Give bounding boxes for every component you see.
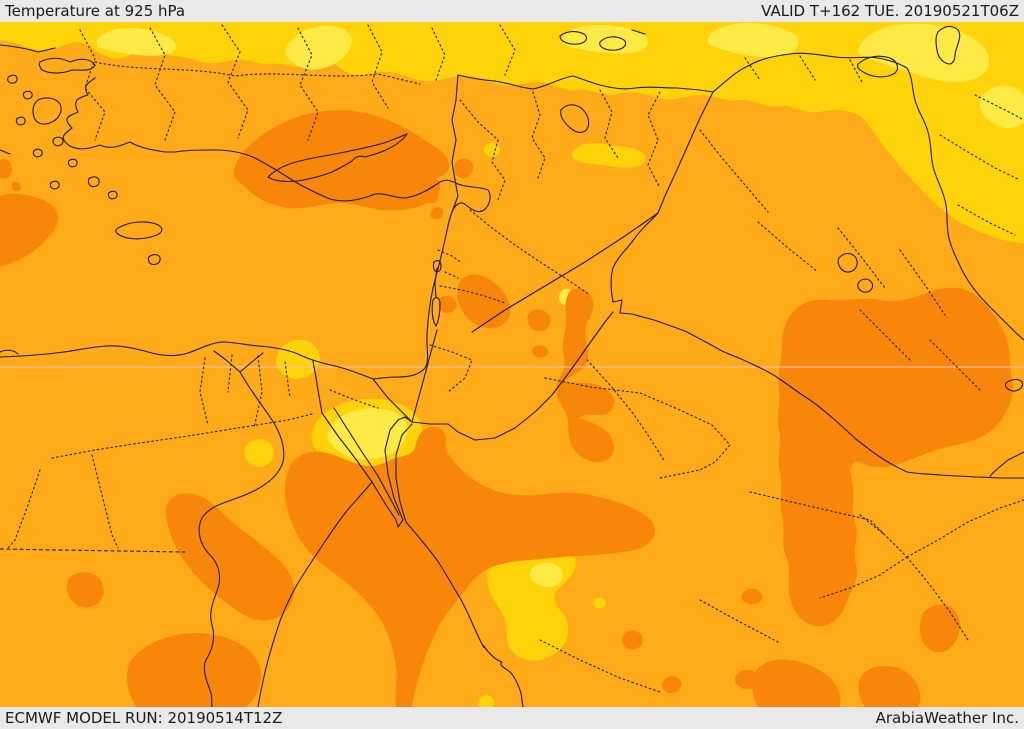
nile-delta-branches — [213, 350, 264, 373]
warm-spot-nw-syria-1 — [425, 190, 438, 204]
warm-spot-west-egypt — [66, 572, 104, 608]
jordan-iraq-border — [471, 212, 659, 333]
warm-spot-east-of-cyprus — [454, 158, 474, 179]
gold-north-band — [0, 22, 1024, 243]
header-bar: Temperature at 925 hPa VALID T+162 TUE. … — [0, 0, 1024, 22]
warm-spot-south-jordan — [532, 345, 549, 358]
lake-tharthar — [837, 252, 874, 293]
egypt-red-sea-coast — [257, 481, 373, 707]
valid-time-label: VALID T+162 TUE. 20190521T06Z — [761, 2, 1019, 20]
suez-canal — [312, 360, 323, 414]
bright-core-east-turkey — [562, 25, 648, 54]
bright-core-caucasus — [857, 23, 990, 83]
warm-spot-bottom-1 — [622, 630, 643, 650]
model-run-label: ECMWF MODEL RUN: 20190514T12Z — [5, 709, 283, 727]
bright-core-ne-turkey — [708, 23, 799, 58]
egypt-sudan-border — [0, 548, 186, 553]
bright-core-nw-turkey — [97, 28, 176, 56]
administrative-dotted-boundaries — [0, 24, 1024, 693]
warm-spot-left-edge-2 — [12, 181, 21, 192]
warm-red-sea-blob — [284, 426, 655, 707]
lake-assad — [560, 104, 590, 133]
bright-core-tabuk — [529, 562, 563, 588]
bright-core-nw-iran — [980, 85, 1024, 129]
iraq-saudi-border — [610, 212, 1024, 479]
dead-sea — [431, 297, 441, 327]
bright-yellow-temperature-cores — [97, 23, 1024, 588]
gold-east-syria-patch — [571, 143, 646, 168]
warm-east-egypt-strip — [166, 493, 295, 621]
warm-sw-egypt-blob — [126, 633, 262, 707]
warm-cyprus-blob — [233, 110, 450, 211]
gold-suez-delta-patch — [276, 339, 320, 379]
turkey-syria-border — [451, 74, 714, 213]
gulf-of-suez-coasts — [321, 407, 404, 528]
aegean-marmara-coastline — [0, 44, 166, 153]
brand-label: ArabiaWeather Inc. — [875, 709, 1019, 727]
lake-van — [857, 55, 899, 78]
warm-blob-bottom-right-1 — [752, 659, 841, 707]
warm-spot-east-jordan — [527, 309, 551, 332]
gulf-of-aqaba-coasts — [384, 416, 413, 523]
coastlines-and-borders — [0, 44, 1024, 707]
warm-east-iraq-saudi-mass — [778, 287, 1013, 627]
warm-spot-bottom-4 — [741, 588, 763, 605]
warm-chain-north-saudi — [556, 288, 615, 463]
turkey-east-iran-border — [712, 52, 1024, 341]
gold-dot-tabuk — [592, 597, 606, 608]
levant-egypt-coastline — [0, 211, 453, 380]
gold-mid-egypt-patch — [244, 439, 274, 467]
warm-spot-bottom-3 — [734, 669, 760, 690]
syria-iraq-border — [657, 91, 714, 214]
mesopotamian-marsh — [1004, 378, 1024, 392]
warm-blob-bottom-right-2 — [858, 666, 921, 707]
kuwait-border — [989, 451, 1024, 477]
warm-spot-bottom-2 — [661, 676, 682, 694]
warm-blob-se-1 — [920, 604, 960, 653]
jordan-river — [434, 267, 438, 299]
aegean-island-outlines — [0, 74, 163, 355]
sea-of-galilee — [432, 260, 442, 273]
gold-dot-saudi-coast — [477, 695, 495, 707]
warm-temperature-regions — [0, 110, 1013, 707]
footer-bar: ECMWF MODEL RUN: 20190514T12Z ArabiaWeat… — [0, 707, 1024, 729]
lake-urmia — [935, 25, 961, 65]
nile-river — [198, 371, 285, 707]
warm-blob-east-med — [0, 193, 58, 267]
map-title: Temperature at 925 hPa — [5, 2, 186, 20]
jordan-saudi-south-border — [411, 311, 614, 441]
warm-spot-nw-syria-2 — [430, 206, 444, 220]
warm-spot-left-edge-1 — [0, 159, 12, 179]
bright-core-sinai — [327, 408, 408, 460]
turkey-south-coastline — [164, 149, 491, 213]
lake-outlines — [431, 25, 1024, 392]
jordan-rift-border — [411, 329, 438, 423]
temperature-map-canvas — [0, 22, 1024, 707]
saudi-red-sea-coast — [405, 521, 524, 707]
cyprus-coastline — [267, 133, 408, 183]
warm-spot-damascus — [438, 295, 457, 314]
turkish-reservoir-lakes — [559, 29, 646, 51]
israel-egypt-border — [372, 378, 413, 423]
warm-blob-dead-sea — [457, 274, 511, 329]
gold-dot-central-syria — [483, 142, 501, 158]
